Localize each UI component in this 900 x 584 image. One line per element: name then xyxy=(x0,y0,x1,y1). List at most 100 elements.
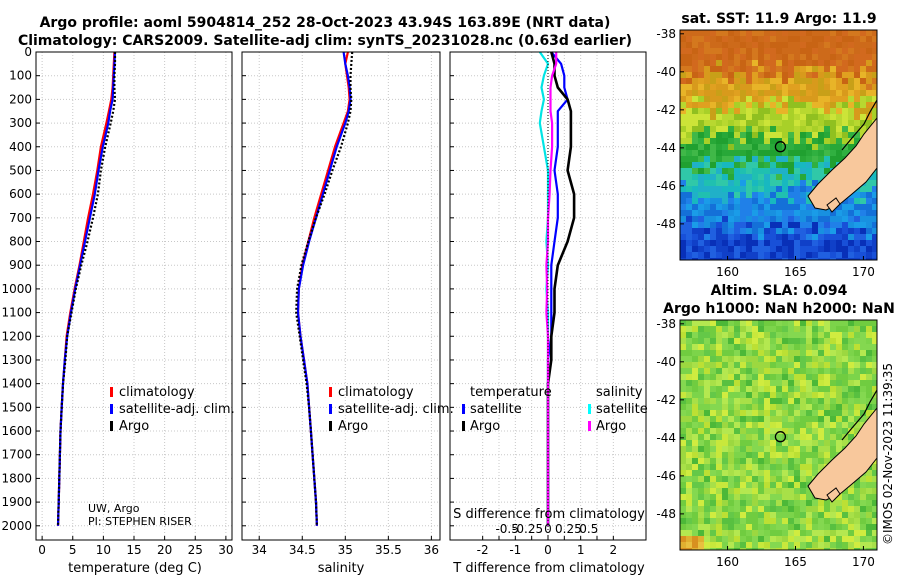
map-cell xyxy=(752,326,758,332)
map-cell xyxy=(860,204,866,210)
map-cell xyxy=(752,78,758,84)
map-cell xyxy=(794,398,800,404)
map-cell xyxy=(842,54,848,60)
map-cell xyxy=(782,240,788,246)
map-cell xyxy=(716,228,722,234)
map-cell xyxy=(818,452,824,458)
map-cell xyxy=(740,350,746,356)
map-cell xyxy=(692,326,698,332)
map-cell xyxy=(830,542,836,548)
map-cell xyxy=(764,144,770,150)
map-cell xyxy=(764,428,770,434)
map-cell xyxy=(794,548,800,550)
map-cell xyxy=(716,48,722,54)
map-cell xyxy=(734,132,740,138)
map-cell xyxy=(710,512,716,518)
map-cell xyxy=(758,96,764,102)
map-cell xyxy=(836,428,842,434)
map-cell xyxy=(800,96,806,102)
map-cell xyxy=(734,536,740,542)
map-cell xyxy=(824,90,830,96)
map-cell xyxy=(872,380,877,386)
map-cell xyxy=(824,332,830,338)
s-tick-label: 0 xyxy=(544,522,552,536)
map-cell xyxy=(710,392,716,398)
map-cell xyxy=(734,204,740,210)
map-cell xyxy=(842,120,848,126)
map-cell xyxy=(698,162,704,168)
map-cell xyxy=(704,114,710,120)
map-cell xyxy=(728,452,734,458)
map-cell xyxy=(872,488,877,494)
map-cell xyxy=(770,30,776,36)
map-cell xyxy=(866,192,872,198)
map-cell xyxy=(860,344,866,350)
map-cell xyxy=(704,210,710,216)
map-cell xyxy=(782,542,788,548)
map-cell xyxy=(872,506,877,512)
map-cell xyxy=(794,470,800,476)
map-cell xyxy=(830,440,836,446)
map-cell xyxy=(758,102,764,108)
map-cell xyxy=(848,512,854,518)
map-cell xyxy=(698,96,704,102)
map-cell xyxy=(860,30,866,36)
map-cell xyxy=(752,192,758,198)
map-cell xyxy=(800,464,806,470)
map-cell xyxy=(800,60,806,66)
map-cell xyxy=(722,66,728,72)
map-cell xyxy=(758,488,764,494)
map-cell xyxy=(710,332,716,338)
map-cell xyxy=(722,410,728,416)
map-cell xyxy=(746,192,752,198)
map-cell xyxy=(710,234,716,240)
map-cell xyxy=(866,252,872,258)
map-cell xyxy=(806,386,812,392)
map-cell xyxy=(728,150,734,156)
map-cell xyxy=(686,332,692,338)
map-cell xyxy=(866,42,872,48)
difference-xlabel-top: S difference from climatology xyxy=(453,507,645,522)
map-cell xyxy=(794,452,800,458)
map-cell xyxy=(830,48,836,54)
map-cell xyxy=(680,240,686,246)
map-cell xyxy=(830,392,836,398)
map-cell xyxy=(806,446,812,452)
map-cell xyxy=(752,246,758,252)
map-cell xyxy=(800,102,806,108)
map-cell xyxy=(746,488,752,494)
map-cell xyxy=(686,338,692,344)
map-cell xyxy=(692,518,698,524)
map-cell xyxy=(764,344,770,350)
map-cell xyxy=(698,54,704,60)
map-cell xyxy=(716,90,722,96)
map-cell xyxy=(782,404,788,410)
map-cell xyxy=(776,84,782,90)
map-cell xyxy=(686,458,692,464)
map-cell xyxy=(698,138,704,144)
map-cell xyxy=(734,392,740,398)
map-cell xyxy=(836,234,842,240)
map-cell xyxy=(854,350,860,356)
map-cell xyxy=(812,512,818,518)
map-cell xyxy=(692,30,698,36)
map-cell xyxy=(782,368,788,374)
credit-line-1: UW, Argo xyxy=(88,502,140,515)
map-cell xyxy=(860,54,866,60)
map-cell xyxy=(794,108,800,114)
map-cell xyxy=(692,36,698,42)
map-cell xyxy=(818,78,824,84)
map-cell xyxy=(776,204,782,210)
map-cell xyxy=(692,362,698,368)
map-cell xyxy=(848,356,854,362)
map-cell xyxy=(746,96,752,102)
map-cell xyxy=(842,350,848,356)
y-tick-label: 1200 xyxy=(1,329,32,343)
map-cell xyxy=(848,108,854,114)
map-cell xyxy=(692,234,698,240)
map-cell xyxy=(698,102,704,108)
map-cell xyxy=(776,500,782,506)
map-cell xyxy=(728,404,734,410)
map-cell xyxy=(770,548,776,550)
map-cell xyxy=(818,144,824,150)
